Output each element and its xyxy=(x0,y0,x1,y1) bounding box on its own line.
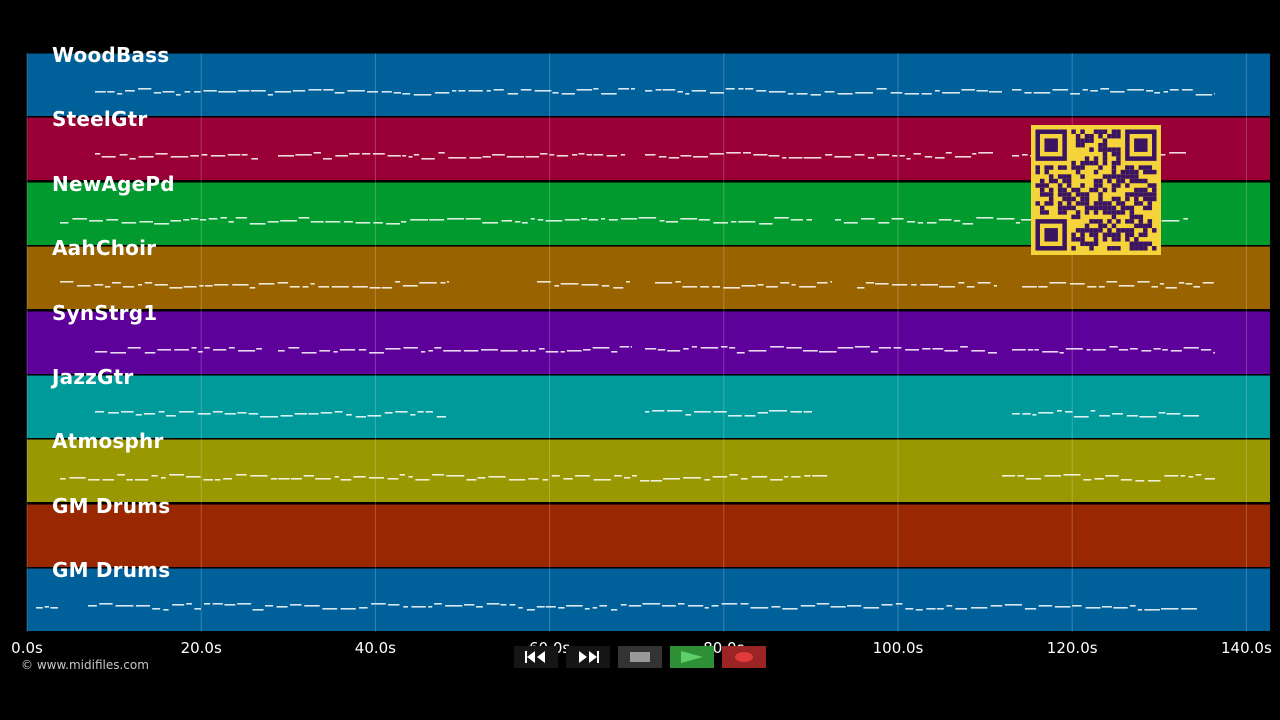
transport-controls xyxy=(514,645,774,669)
time-tick-label: 120.0s xyxy=(1046,639,1098,657)
track-name: SteelGtr xyxy=(52,107,148,131)
rewind-button[interactable] xyxy=(514,646,558,668)
track-name: JazzGtr xyxy=(52,365,134,389)
track-lane[interactable] xyxy=(27,504,1270,567)
track-name: WoodBass xyxy=(52,43,170,67)
qr-code-icon xyxy=(1031,125,1161,255)
track-name: NewAgePd xyxy=(52,172,175,196)
record-button[interactable] xyxy=(722,646,766,668)
rewind-icon xyxy=(525,651,545,663)
time-tick-label: 140.0s xyxy=(1221,639,1272,657)
track-name: SynStrg1 xyxy=(52,301,158,325)
play-icon xyxy=(681,651,703,663)
copyright-text: © www.midifiles.com xyxy=(21,658,149,672)
track-lane[interactable] xyxy=(27,439,1270,502)
track-lane[interactable] xyxy=(27,568,1270,631)
time-tick-label: 100.0s xyxy=(872,639,924,657)
track-lane[interactable] xyxy=(27,246,1270,309)
stop-icon xyxy=(630,652,650,662)
time-tick-label: 40.0s xyxy=(354,639,396,657)
stop-button[interactable] xyxy=(618,646,662,668)
fast-forward-button[interactable] xyxy=(566,646,610,668)
track-name: Atmosphr xyxy=(52,429,164,453)
time-tick-label: 20.0s xyxy=(180,639,222,657)
track-name: GM Drums xyxy=(52,494,171,518)
track-name: GM Drums xyxy=(52,558,171,582)
track-lane[interactable] xyxy=(27,53,1270,116)
time-tick-label: 0.0s xyxy=(11,639,43,657)
fast-forward-icon xyxy=(579,651,599,663)
record-icon xyxy=(735,652,753,662)
track-lane[interactable] xyxy=(27,311,1270,374)
track-lane[interactable] xyxy=(27,375,1270,438)
play-button[interactable] xyxy=(670,646,714,668)
track-name: AahChoir xyxy=(52,236,157,260)
